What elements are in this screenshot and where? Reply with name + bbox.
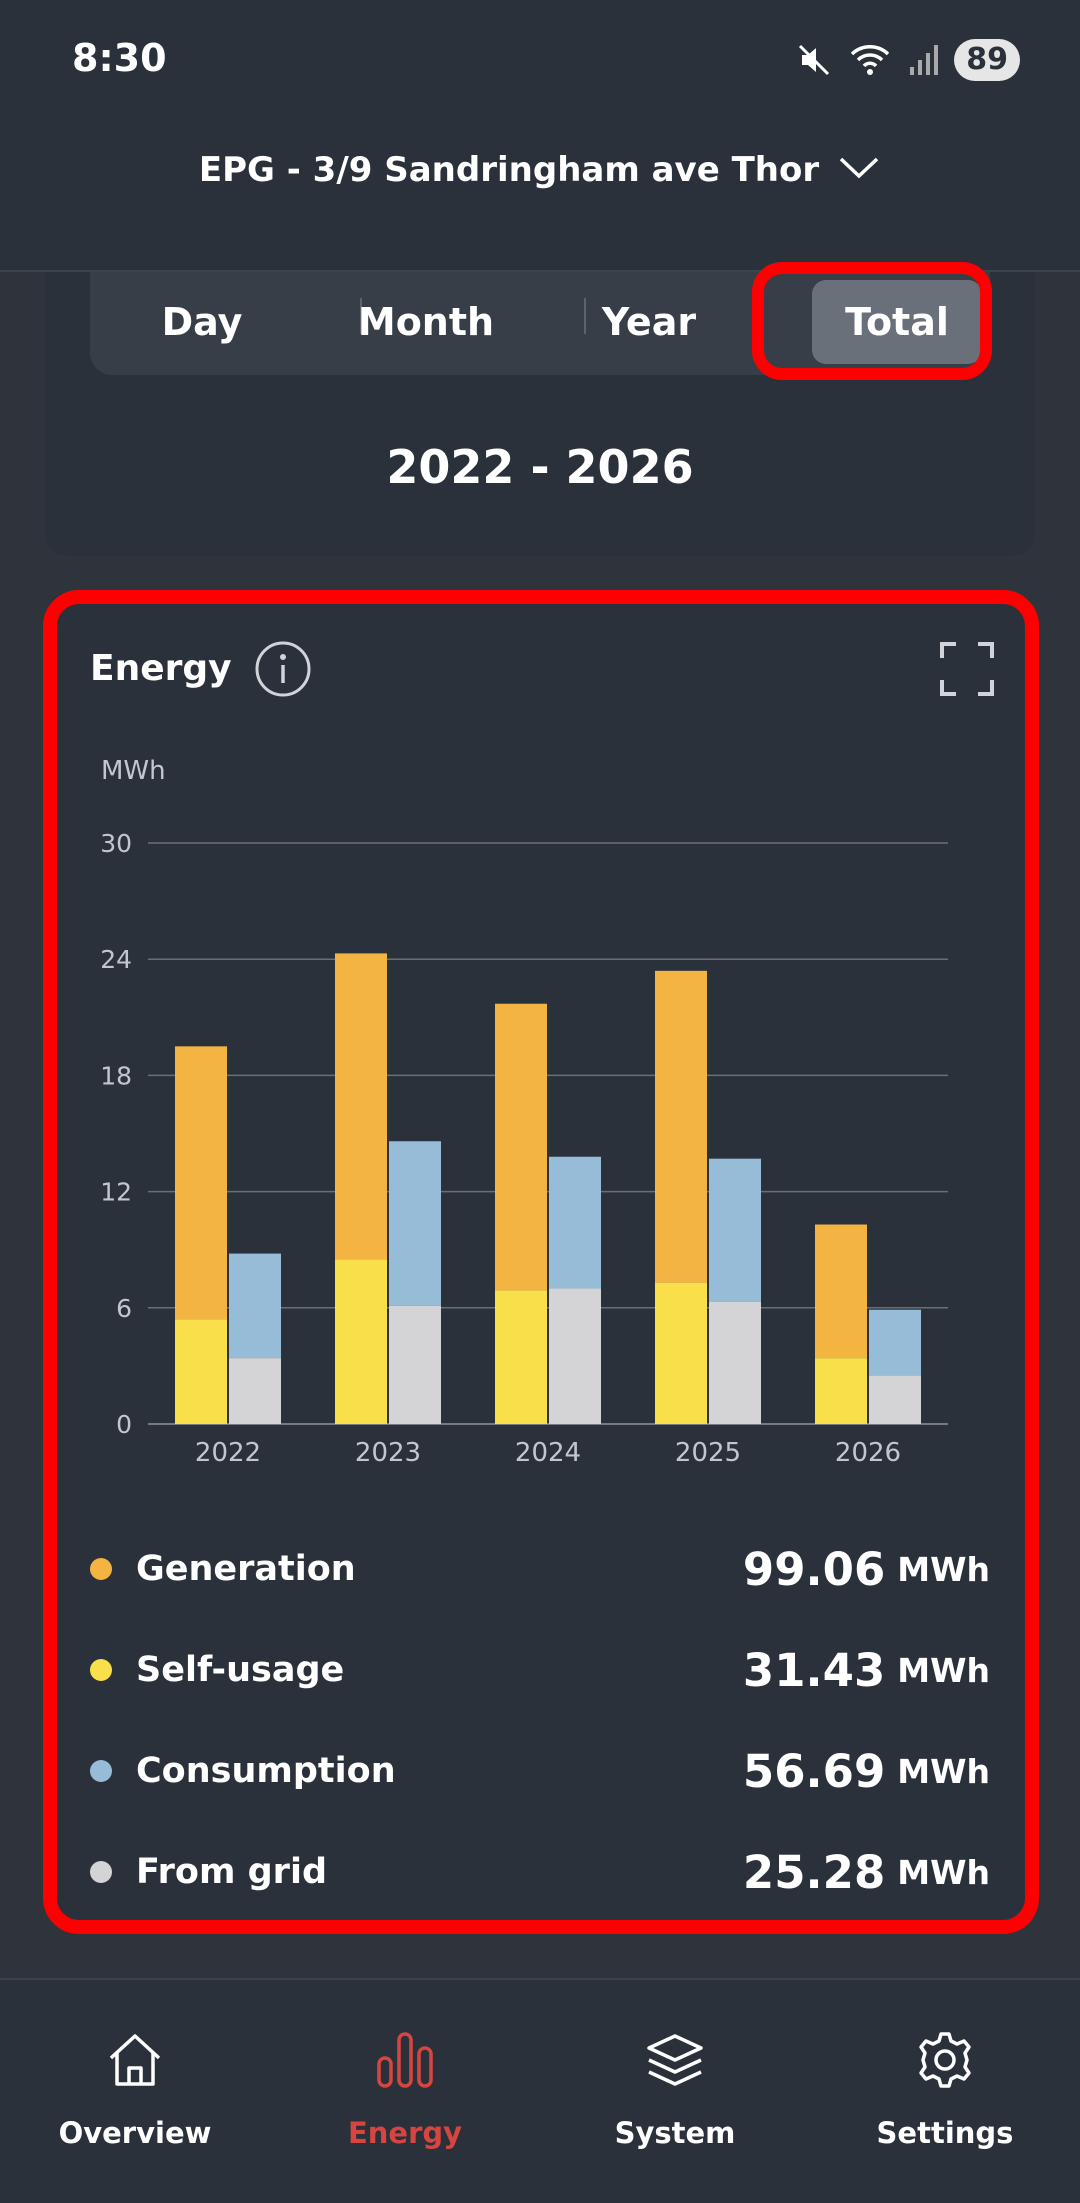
legend-label: Generation (136, 1549, 356, 1589)
x-tick-label: 2024 (515, 1438, 581, 1468)
gear-icon (919, 2032, 971, 2088)
legend-unit: MWh (897, 1852, 990, 1892)
fullscreen-icon[interactable] (940, 642, 994, 700)
bar-from-grid (869, 1375, 921, 1424)
bar-generation (335, 953, 387, 1260)
site-selector[interactable]: EPG - 3/9 Sandringham ave Thor (0, 150, 1080, 190)
bar-from-grid (709, 1301, 761, 1424)
period-card: Day Month Year Total (45, 272, 1035, 556)
y-tick-label: 30 (100, 829, 132, 858)
bar-consumption (389, 1141, 441, 1306)
bar-self-usage (495, 1290, 547, 1424)
legend-label: Self-usage (136, 1650, 345, 1690)
bar-from-grid (549, 1288, 601, 1424)
bar-chart-icon (377, 2032, 433, 2088)
nav-overview[interactable]: Overview (0, 1980, 270, 2203)
bottom-nav: Overview Energy System Settings (0, 1978, 1080, 2203)
nav-settings[interactable]: Settings (810, 1980, 1080, 2203)
bar-generation (175, 1046, 227, 1320)
bar-from-grid (229, 1358, 281, 1424)
legend-dot (90, 1659, 112, 1681)
legend-unit: MWh (897, 1549, 990, 1589)
status-time: 8:30 (72, 36, 167, 80)
period-range: 2022 - 2026 (386, 440, 694, 494)
tab-divider (360, 298, 362, 334)
y-tick-label: 18 (100, 1061, 132, 1090)
energy-title: Energy (90, 648, 232, 689)
bar-consumption (709, 1158, 761, 1302)
bar-self-usage (335, 1259, 387, 1424)
nav-label: Settings (876, 2116, 1014, 2150)
mute-icon (796, 42, 832, 78)
layers-icon (647, 2034, 703, 2086)
legend-dot (90, 1558, 112, 1580)
x-tick-label: 2026 (835, 1438, 901, 1468)
legend-label: From grid (136, 1852, 327, 1892)
tab-year[interactable]: Year (601, 300, 697, 344)
nav-energy[interactable]: Energy (270, 1980, 540, 2203)
x-tick-label: 2022 (195, 1438, 261, 1468)
bar-generation (815, 1224, 867, 1359)
energy-chart: MWh 0 6 12 18 24 30 2022 2023 2024 2025 2026 (100, 756, 948, 1468)
highlight-box-total (752, 262, 992, 380)
legend-value: 25.28 (742, 1845, 886, 1899)
tab-divider (584, 298, 586, 334)
battery-indicator: 89 (954, 39, 1020, 81)
x-tick-label: 2025 (675, 1438, 741, 1468)
wifi-icon (848, 42, 892, 78)
bar-consumption (549, 1156, 601, 1289)
bar-from-grid (389, 1305, 441, 1424)
nav-label: Energy (347, 2116, 463, 2150)
legend-unit: MWh (897, 1650, 990, 1690)
legend-dot (90, 1760, 112, 1782)
legend-label: Consumption (136, 1751, 396, 1791)
y-tick-label: 12 (100, 1178, 132, 1207)
status-icons: 89 (796, 36, 1020, 84)
bar-consumption (229, 1253, 281, 1359)
x-tick-label: 2023 (355, 1438, 421, 1468)
bar-generation (495, 1003, 547, 1291)
legend-value: 56.69 (742, 1744, 886, 1798)
legend-row-from-grid: From grid 25.28 MWh (90, 1837, 990, 1907)
tab-month[interactable]: Month (357, 300, 495, 344)
nav-label: Overview (58, 2116, 212, 2150)
signal-icon (908, 43, 939, 77)
legend-value: 31.43 (742, 1643, 886, 1697)
bar-self-usage (815, 1358, 867, 1424)
nav-system[interactable]: System (540, 1980, 810, 2203)
period-tabs: Day Month Year Total (90, 272, 990, 375)
tab-total[interactable]: Total (812, 280, 982, 364)
site-name: EPG - 3/9 Sandringham ave Thor (198, 150, 820, 190)
bar-generation (655, 970, 707, 1283)
legend-value: 99.06 (742, 1542, 886, 1596)
tab-day[interactable]: Day (161, 300, 243, 344)
top-bar: 8:30 89 EPG - 3/9 Sandringham ave Thor (0, 0, 1080, 272)
y-tick-label: 6 (116, 1294, 132, 1323)
bar-self-usage (175, 1319, 227, 1424)
legend-unit: MWh (897, 1751, 990, 1791)
legend-row-consumption: Consumption 56.69 MWh (90, 1736, 990, 1806)
y-axis-unit: MWh (101, 756, 166, 786)
chevron-down-icon (837, 150, 881, 190)
nav-label: System (614, 2116, 736, 2150)
legend-row-generation: Generation 99.06 MWh (90, 1534, 990, 1604)
info-icon[interactable] (254, 640, 312, 702)
legend-row-self-usage: Self-usage 31.43 MWh (90, 1635, 990, 1705)
bar-consumption (869, 1309, 921, 1376)
y-tick-label: 24 (100, 945, 132, 974)
highlight-box-energy (43, 590, 1039, 1934)
home-icon (109, 2034, 161, 2086)
bar-self-usage (655, 1282, 707, 1424)
legend-dot (90, 1861, 112, 1883)
y-tick-label: 0 (116, 1410, 132, 1439)
